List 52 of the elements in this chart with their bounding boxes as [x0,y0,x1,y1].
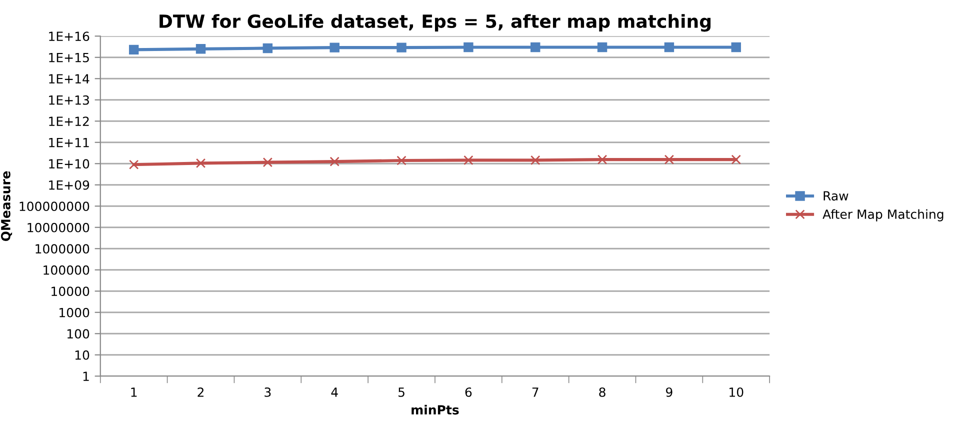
y-tick-label: 10000000 [28,222,90,232]
point [731,42,741,52]
point [128,44,139,55]
y-tick-label: 1E+15 [49,53,89,62]
point [396,42,406,52]
point [731,154,741,164]
point [530,155,540,166]
x-tick-label: 3 [264,387,271,397]
y-tick-label: 1 [83,372,89,381]
x-tick-label: 6 [465,387,472,397]
point [664,154,674,164]
point [597,42,608,52]
y-tick-label: 1000000 [36,244,90,254]
y-tick-label: 1000 [60,308,90,318]
x-tick-label: 10 [730,387,744,397]
x-tick-label: 8 [599,387,606,397]
x-tick-label: 9 [666,387,672,397]
y-tick-label: 1E+09 [49,180,90,190]
point [597,154,608,164]
y-tick-label: 1E+12 [49,116,89,126]
y-axis-title: QMeasure [0,171,12,241]
x-tick-label: 4 [331,388,338,397]
legend-label: Raw [824,191,848,201]
point [128,160,139,170]
x-tick-label: 7 [532,388,538,397]
point [530,42,540,52]
point [464,42,474,52]
y-tick-label: 1E+16 [49,32,90,42]
point [196,44,206,54]
point [464,155,474,166]
chart-title: DTW for GeoLife dataset, Eps = 5, after map matching [160,14,711,32]
point [396,156,406,166]
y-tick-label: 1E+14 [49,74,90,84]
legend-label: After Map Matching [822,209,944,222]
y-tick-label: 1E+10 [49,159,90,169]
y-tick-label: 1E+11 [49,138,89,148]
y-tick-label: 10000 [52,286,90,296]
point [262,157,273,168]
point [262,43,273,54]
y-tick-label: 1E+13 [49,95,89,105]
y-tick-label: 100000 [44,265,90,275]
y-tick-label: 10 [75,350,90,360]
point [196,158,206,168]
y-tick-label: 100 [67,329,90,339]
y-tick-label: 100000000 [20,202,90,212]
x-axis-title: minPts [412,404,459,415]
point [664,42,674,52]
x-tick-label: 2 [198,387,204,397]
x-tick-label: 5 [398,388,404,397]
point [330,156,340,166]
x-tick-label: 1 [131,388,137,397]
point [330,42,340,52]
